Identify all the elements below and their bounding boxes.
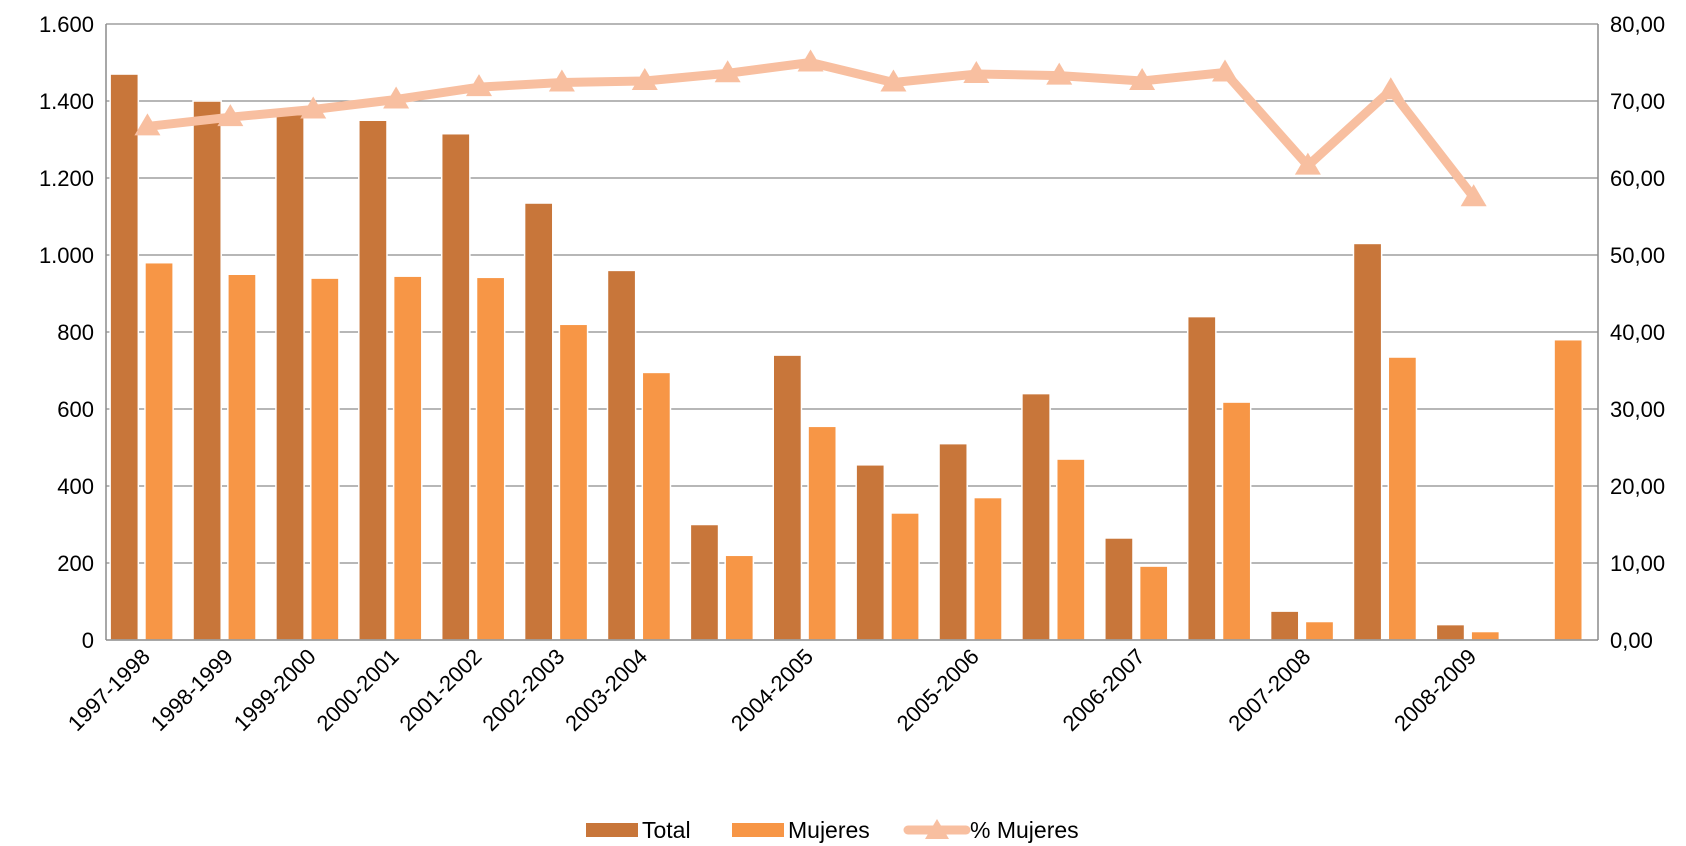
y-left-tick-label: 1.600: [39, 12, 94, 37]
y-left-tick-label: 1.400: [39, 89, 94, 114]
percent-marker: [880, 69, 907, 92]
bar-mujeres: [1221, 401, 1252, 641]
bar-total: [1352, 242, 1383, 641]
bar-mujeres: [227, 273, 257, 641]
percent-marker: [466, 74, 492, 97]
y-right-tick-label: 30,00: [1610, 397, 1665, 422]
bar-mujeres: [1304, 620, 1335, 641]
x-tick-label: 2000-2001: [312, 644, 404, 736]
y-right-tick-label: 60,00: [1610, 166, 1665, 191]
percent-marker: [300, 96, 327, 119]
bar-total: [606, 269, 637, 641]
axes: [105, 24, 1599, 641]
y-left-tick-label: 400: [57, 474, 94, 499]
y-right-tick-label: 40,00: [1610, 320, 1665, 345]
legend: Total Mujeres % Mujeres: [586, 817, 1079, 843]
percent-line: [142, 58, 1479, 202]
bar-total: [772, 354, 803, 641]
bar-mujeres: [309, 277, 340, 641]
x-tick-label: 2006-2007: [1058, 644, 1150, 736]
percent-marker: [1046, 62, 1073, 85]
y-right-tick-label: 70,00: [1610, 89, 1665, 114]
x-tick-label: 1997-1998: [63, 644, 155, 736]
bar-total: [275, 113, 305, 641]
y-left-tick-label: 1.000: [39, 243, 94, 268]
percent-marker: [548, 69, 575, 92]
bar-mujeres: [475, 276, 506, 641]
bar-total: [855, 464, 886, 641]
bar-total: [1186, 315, 1217, 641]
bars: [109, 73, 1584, 641]
y-right-tick-label: 10,00: [1610, 551, 1665, 576]
x-tick-label: 1998-1999: [146, 644, 238, 736]
x-tick-label: 1999-2000: [229, 644, 321, 736]
percent-marker: [1294, 152, 1321, 175]
y-left-tick-label: 0: [82, 628, 94, 653]
y-axis-right-labels: 0,00 10,00 20,00 30,00 40,00 50,00 60,00 70,00 8…: [1610, 12, 1665, 653]
bar-mujeres: [392, 275, 423, 641]
y-right-tick-label: 80,00: [1610, 12, 1665, 37]
y-left-tick-label: 1.200: [39, 166, 94, 191]
x-tick-label: 2008-2009: [1389, 644, 1481, 736]
legend-label-total: Total: [642, 817, 691, 843]
y-left-tick-label: 200: [57, 551, 94, 576]
bar-total: [109, 73, 140, 641]
legend-swatch-percent-marker: [925, 819, 949, 839]
y-right-tick-label: 50,00: [1610, 243, 1665, 268]
y-right-tick-label: 20,00: [1610, 474, 1665, 499]
percent-marker: [631, 67, 658, 90]
percent-marker: [134, 113, 161, 136]
x-tick-label: 2003-2004: [560, 644, 652, 736]
percent-line-series: [134, 49, 1487, 207]
bar-total: [358, 119, 388, 641]
x-tick-label: 2005-2006: [892, 644, 984, 736]
bar-total: [523, 202, 554, 641]
bar-mujeres: [1553, 338, 1584, 641]
percent-marker: [1129, 67, 1156, 90]
bar-total: [1435, 623, 1466, 641]
bar-mujeres: [890, 512, 920, 641]
bar-total: [440, 132, 471, 641]
bar-total: [689, 523, 720, 641]
x-tick-label: 2007-2008: [1223, 644, 1315, 736]
bar-mujeres: [973, 496, 1003, 641]
bar-mujeres: [1138, 565, 1169, 641]
bar-mujeres: [144, 261, 174, 641]
y-right-tick-label: 0,00: [1610, 628, 1653, 653]
bar-mujeres: [807, 425, 838, 641]
percent-marker: [797, 49, 824, 72]
percent-marker: [1212, 59, 1238, 82]
legend-label-mujeres: Mujeres: [788, 817, 870, 843]
percent-marker: [714, 60, 741, 83]
percent-marker: [963, 61, 990, 84]
bar-mujeres: [1055, 458, 1086, 641]
legend-swatch-total: [586, 823, 638, 837]
bar-total: [1021, 392, 1051, 641]
bar-mujeres: [1470, 630, 1501, 641]
bar-total: [938, 442, 968, 641]
bar-total: [1269, 610, 1300, 641]
legend-label-percent: % Mujeres: [970, 817, 1079, 843]
y-axis-left-labels: 0 200 400 600 800 1.000 1.200 1.400 1.600: [39, 12, 94, 653]
percent-marker: [1460, 184, 1487, 207]
x-tick-label: 2002-2003: [477, 644, 569, 736]
y-left-tick-label: 600: [57, 397, 94, 422]
bar-total: [192, 100, 222, 641]
x-tick-label: 2001-2002: [394, 644, 486, 736]
bar-total: [1104, 537, 1134, 641]
percent-marker: [217, 104, 244, 127]
bar-mujeres: [558, 323, 589, 641]
y-left-tick-label: 800: [57, 320, 94, 345]
x-tick-label: 2004-2005: [726, 644, 818, 736]
x-axis-labels: 1997-19981998-19991999-20002000-20012001…: [63, 644, 1481, 736]
bar-mujeres: [1387, 356, 1418, 641]
bar-mujeres: [641, 371, 672, 641]
bar-mujeres: [724, 554, 755, 641]
percent-marker: [383, 86, 410, 109]
legend-swatch-mujeres: [732, 823, 784, 837]
percent-marker: [1377, 77, 1404, 100]
